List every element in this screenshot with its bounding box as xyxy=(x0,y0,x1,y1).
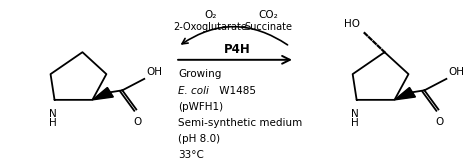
Text: OH: OH xyxy=(146,67,162,77)
Text: E. coli: E. coli xyxy=(178,86,209,96)
Text: O: O xyxy=(133,117,141,127)
Text: Succinate: Succinate xyxy=(244,22,292,32)
Text: O: O xyxy=(435,117,444,127)
Text: O₂: O₂ xyxy=(204,10,216,20)
Text: 33°C: 33°C xyxy=(178,150,204,160)
Text: Growing: Growing xyxy=(178,69,221,79)
Text: CO₂: CO₂ xyxy=(258,10,278,20)
Text: HO: HO xyxy=(344,19,360,29)
Text: W1485: W1485 xyxy=(216,86,256,96)
Text: N: N xyxy=(49,109,56,119)
Polygon shape xyxy=(92,87,113,100)
Text: H: H xyxy=(351,118,358,128)
Text: N: N xyxy=(351,109,358,119)
Text: P4H: P4H xyxy=(224,43,250,56)
Text: 2-Oxoglutarate: 2-Oxoglutarate xyxy=(173,22,247,32)
Text: H: H xyxy=(49,118,56,128)
Text: OH: OH xyxy=(448,67,465,77)
FancyArrowPatch shape xyxy=(182,27,288,45)
Polygon shape xyxy=(394,87,416,100)
Text: (pWFH1): (pWFH1) xyxy=(178,102,223,112)
Text: (pH 8.0): (pH 8.0) xyxy=(178,134,220,144)
Text: Semi-synthetic medium: Semi-synthetic medium xyxy=(178,118,302,128)
